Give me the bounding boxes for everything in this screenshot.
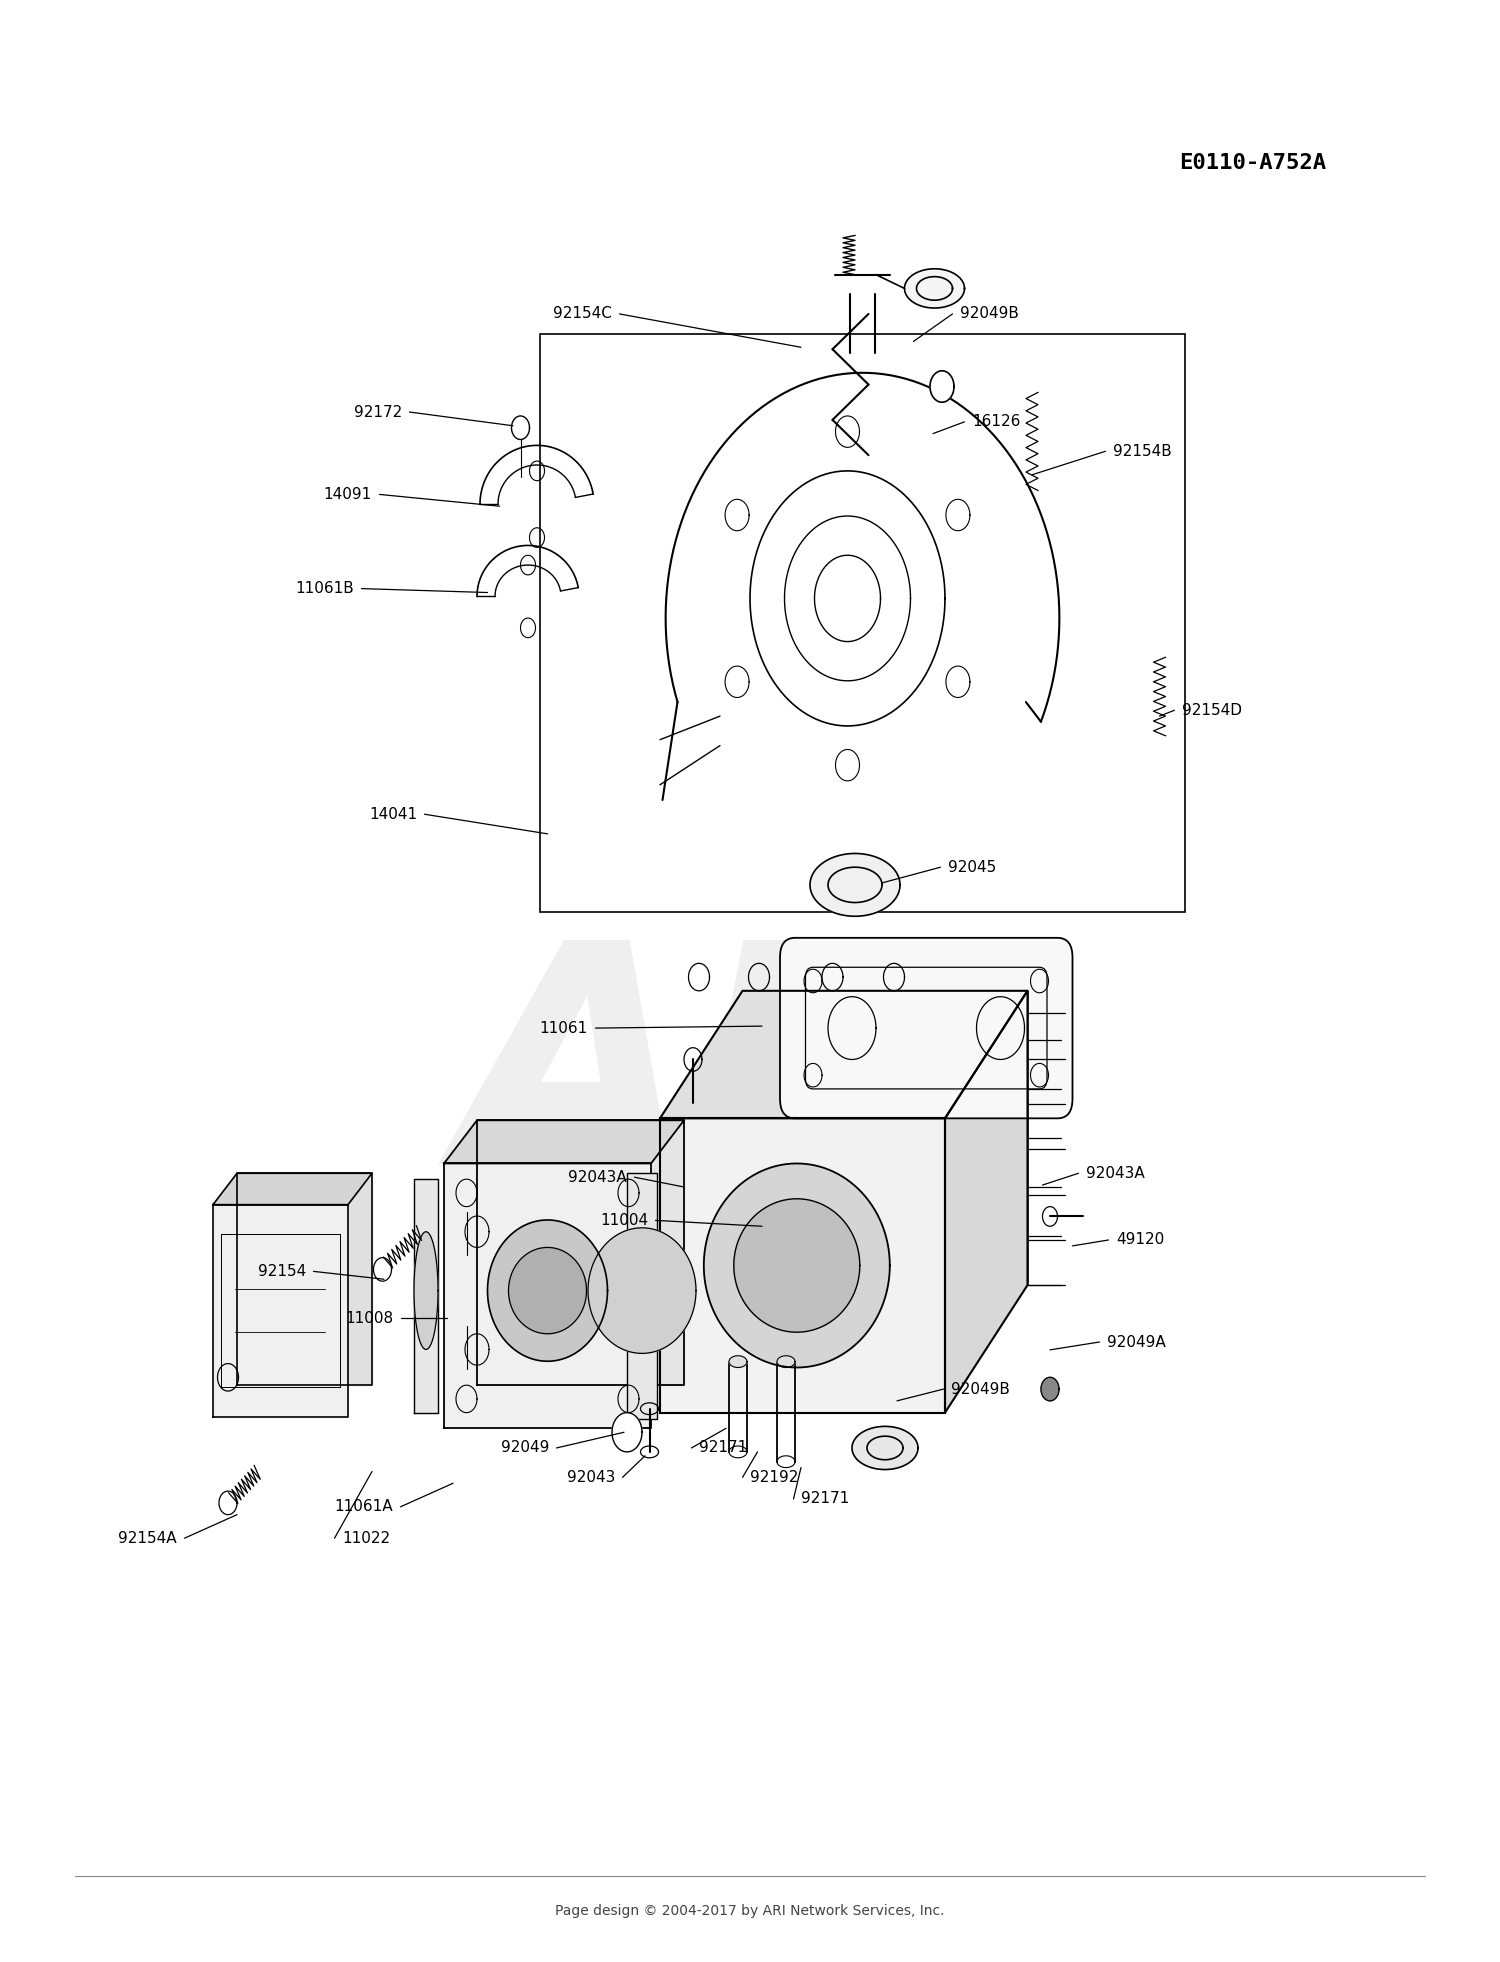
Text: 92043A: 92043A <box>1086 1165 1144 1181</box>
Text: 11004: 11004 <box>600 1213 648 1228</box>
Text: 92154C: 92154C <box>554 306 612 322</box>
Text: 14091: 14091 <box>324 487 372 502</box>
Text: 92171: 92171 <box>801 1491 849 1507</box>
Polygon shape <box>852 1426 918 1470</box>
Polygon shape <box>414 1179 438 1413</box>
Text: 92043A: 92043A <box>568 1169 627 1185</box>
Polygon shape <box>512 416 530 439</box>
Text: 92154B: 92154B <box>1113 443 1172 459</box>
Text: 49120: 49120 <box>1116 1232 1164 1248</box>
Text: 92049A: 92049A <box>1107 1334 1166 1350</box>
Polygon shape <box>444 1163 651 1428</box>
Text: 16126: 16126 <box>972 414 1020 430</box>
FancyBboxPatch shape <box>780 938 1072 1118</box>
Polygon shape <box>704 1163 890 1368</box>
Polygon shape <box>477 1120 684 1385</box>
Text: 11061B: 11061B <box>296 581 354 596</box>
Text: 92192: 92192 <box>750 1470 798 1485</box>
Text: 11061A: 11061A <box>334 1499 393 1515</box>
Text: 92172: 92172 <box>354 404 402 420</box>
Text: 92154D: 92154D <box>1182 702 1242 718</box>
Text: 92045: 92045 <box>948 859 996 875</box>
Polygon shape <box>588 1228 696 1354</box>
FancyBboxPatch shape <box>627 1173 657 1419</box>
Polygon shape <box>904 269 964 308</box>
Text: 11022: 11022 <box>342 1530 390 1546</box>
Polygon shape <box>488 1220 608 1362</box>
Polygon shape <box>734 1199 860 1332</box>
Text: 14041: 14041 <box>369 806 417 822</box>
Text: 11008: 11008 <box>345 1311 393 1326</box>
Text: 92049: 92049 <box>501 1440 549 1456</box>
Text: 92049B: 92049B <box>960 306 1018 322</box>
Polygon shape <box>1041 1377 1059 1401</box>
Text: 11061: 11061 <box>540 1020 588 1036</box>
Polygon shape <box>660 1118 945 1413</box>
Text: 92049B: 92049B <box>951 1381 1010 1397</box>
Text: 92043: 92043 <box>567 1470 615 1485</box>
Polygon shape <box>930 371 954 402</box>
Text: 92171: 92171 <box>699 1440 747 1456</box>
Polygon shape <box>810 853 900 916</box>
Text: E0110-A752A: E0110-A752A <box>1179 153 1326 173</box>
Text: 92154: 92154 <box>258 1264 306 1279</box>
Text: Page design © 2004-2017 by ARI Network Services, Inc.: Page design © 2004-2017 by ARI Network S… <box>555 1903 945 1919</box>
Polygon shape <box>213 1205 348 1417</box>
Polygon shape <box>213 1173 372 1205</box>
Polygon shape <box>777 1356 795 1368</box>
Polygon shape <box>237 1173 372 1385</box>
Polygon shape <box>509 1248 586 1334</box>
Polygon shape <box>729 1356 747 1368</box>
Polygon shape <box>414 1232 438 1350</box>
Text: 92154A: 92154A <box>118 1530 177 1546</box>
Polygon shape <box>612 1413 642 1452</box>
Polygon shape <box>945 991 1028 1413</box>
Polygon shape <box>660 991 1028 1118</box>
Text: ARI: ARI <box>458 930 1042 1228</box>
Polygon shape <box>444 1120 684 1163</box>
